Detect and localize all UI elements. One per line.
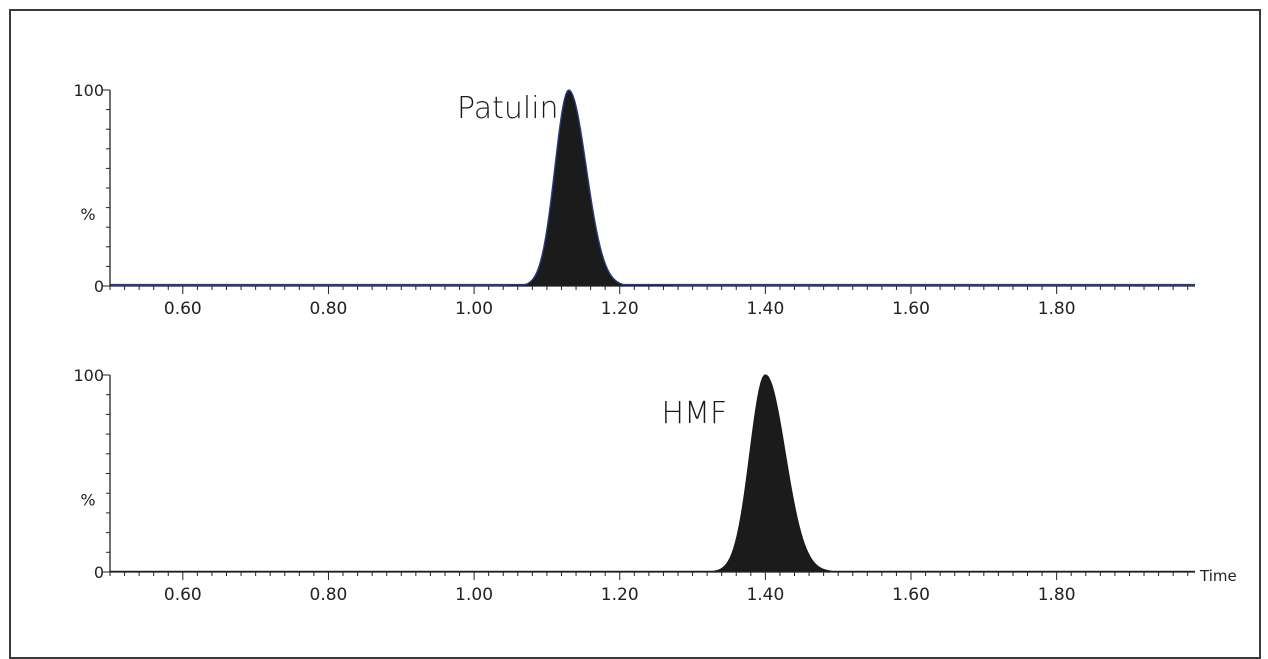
y-tick-label-0: 0 [94,563,104,582]
x-tick-label: 0.60 [164,585,202,605]
trace-line-hmf [110,374,1195,573]
chromatogram-frame [9,9,1261,659]
y-tick-label-100: 100 [73,81,104,100]
x-tick-label: 1.00 [455,299,493,319]
x-tick-label: 1.20 [601,299,639,319]
peak-label-patulin: Patulin [457,91,559,126]
y-axis-label: % [80,205,95,224]
x-tick-label: 1.80 [1038,299,1076,319]
trace-line-patulin [110,89,1195,286]
peak-area-hmf [696,375,884,572]
x-axis-title-time: Time [1199,567,1237,585]
x-tick-label: 0.80 [310,299,348,319]
chromatogram-panel-patulin: 0.60 0.80 1.00 1.20 1.40 1.60 1.80 100 0 % Pat… [73,81,1195,319]
x-tick-label: 1.20 [601,585,639,605]
y-minor-ticks [103,89,110,287]
x-ticks: 0.60 0.80 1.00 1.20 1.40 1.60 1.80 [109,286,1189,319]
y-tick-label-100: 100 [73,366,104,385]
y-minor-ticks [103,374,110,573]
y-axis-label: % [80,491,95,510]
x-tick-label: 1.00 [455,585,493,605]
peak-area-patulin [506,90,674,286]
x-tick-label: 0.80 [310,585,348,605]
y-tick-label-0: 0 [94,277,104,296]
x-tick-label: 1.80 [1038,585,1076,605]
chromatogram-panel-hmf: 0.60 0.80 1.00 1.20 1.40 1.60 1.80 100 0 % HMF… [73,366,1236,605]
x-tick-label: 1.40 [746,299,784,319]
x-ticks: 0.60 0.80 1.00 1.20 1.40 1.60 1.80 [109,572,1189,605]
x-tick-label: 1.60 [892,585,930,605]
x-tick-label: 1.60 [892,299,930,319]
peak-label-hmf: HMF [662,396,728,431]
x-tick-label: 1.40 [746,585,784,605]
x-tick-label: 0.60 [164,299,202,319]
